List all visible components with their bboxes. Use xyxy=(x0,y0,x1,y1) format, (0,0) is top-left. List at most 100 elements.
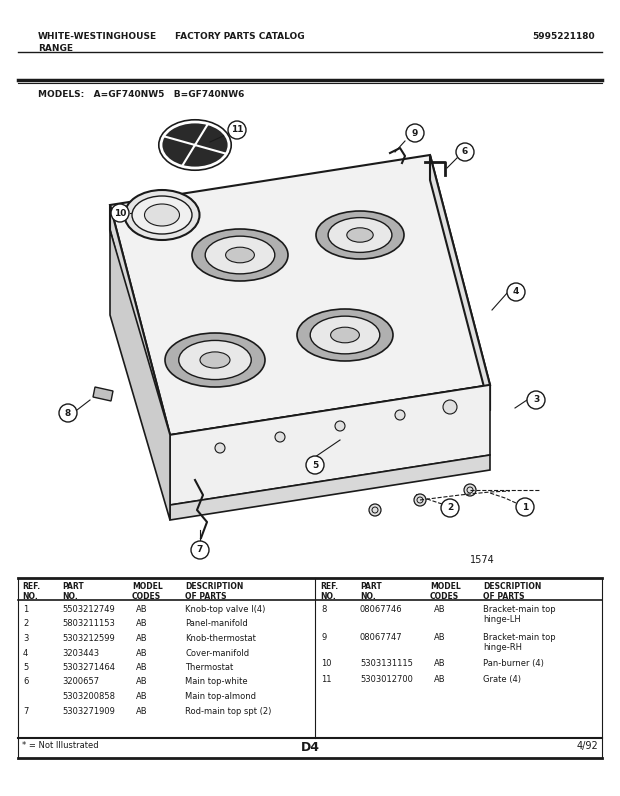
Text: 6: 6 xyxy=(23,677,29,686)
Circle shape xyxy=(464,484,476,496)
Text: AB: AB xyxy=(136,692,148,701)
Circle shape xyxy=(406,124,424,142)
Text: 10: 10 xyxy=(321,659,332,668)
Text: AB: AB xyxy=(136,677,148,686)
Ellipse shape xyxy=(132,196,192,234)
Circle shape xyxy=(275,432,285,442)
Text: AB: AB xyxy=(434,633,446,642)
Text: 3: 3 xyxy=(533,396,539,404)
Ellipse shape xyxy=(200,352,230,368)
Polygon shape xyxy=(93,387,113,401)
Text: 5503212749: 5503212749 xyxy=(62,605,115,614)
Text: 3203443: 3203443 xyxy=(62,649,99,657)
Circle shape xyxy=(507,283,525,301)
Circle shape xyxy=(414,494,426,506)
Text: AB: AB xyxy=(434,659,446,668)
Ellipse shape xyxy=(347,228,373,242)
Text: 11: 11 xyxy=(231,126,243,135)
Text: Bracket-main top: Bracket-main top xyxy=(483,605,556,614)
Text: AB: AB xyxy=(136,634,148,643)
Ellipse shape xyxy=(165,333,265,387)
Ellipse shape xyxy=(159,120,231,170)
Polygon shape xyxy=(110,155,490,435)
Text: 4: 4 xyxy=(513,287,519,296)
Text: 4: 4 xyxy=(23,649,29,657)
Circle shape xyxy=(111,204,129,222)
Text: REF.
NO.: REF. NO. xyxy=(320,582,338,602)
Text: 2: 2 xyxy=(23,619,29,629)
Circle shape xyxy=(441,499,459,517)
Text: DESCRIPTION
OF PARTS: DESCRIPTION OF PARTS xyxy=(185,582,244,602)
Text: 8: 8 xyxy=(321,605,326,614)
Text: 10: 10 xyxy=(114,209,126,217)
Text: 5803211153: 5803211153 xyxy=(62,619,115,629)
Text: MODEL
CODES: MODEL CODES xyxy=(430,582,461,602)
Ellipse shape xyxy=(330,327,360,343)
Text: 1: 1 xyxy=(23,605,29,614)
Ellipse shape xyxy=(179,341,251,380)
Text: 7: 7 xyxy=(197,545,203,555)
Polygon shape xyxy=(430,155,490,410)
Text: AB: AB xyxy=(136,649,148,657)
Circle shape xyxy=(215,443,225,453)
Text: AB: AB xyxy=(136,707,148,716)
Circle shape xyxy=(191,541,209,559)
Text: 5303212599: 5303212599 xyxy=(62,634,115,643)
Text: 4/92: 4/92 xyxy=(576,741,598,751)
Text: PART
NO.: PART NO. xyxy=(62,582,84,602)
Text: PART
NO.: PART NO. xyxy=(360,582,382,602)
Text: 8: 8 xyxy=(65,408,71,417)
Text: 5303271464: 5303271464 xyxy=(62,663,115,672)
Ellipse shape xyxy=(226,248,254,263)
Polygon shape xyxy=(170,385,490,460)
Text: 2: 2 xyxy=(447,504,453,513)
Text: 3: 3 xyxy=(23,634,29,643)
Circle shape xyxy=(516,498,534,516)
Circle shape xyxy=(443,400,457,414)
Text: * = Not Illustrated: * = Not Illustrated xyxy=(22,741,99,750)
Text: Knob-top valve I(4): Knob-top valve I(4) xyxy=(185,605,265,614)
Text: AB: AB xyxy=(136,663,148,672)
Text: 5995221180: 5995221180 xyxy=(533,32,595,41)
Text: Main top-almond: Main top-almond xyxy=(185,692,256,701)
Text: 9: 9 xyxy=(321,633,326,642)
Text: Knob-thermostat: Knob-thermostat xyxy=(185,634,256,643)
Text: 3200657: 3200657 xyxy=(62,677,99,686)
Text: 6: 6 xyxy=(462,147,468,157)
Polygon shape xyxy=(110,205,170,460)
Text: MODELS:   A=GF740NW5   B=GF740NW6: MODELS: A=GF740NW5 B=GF740NW6 xyxy=(38,90,244,99)
Ellipse shape xyxy=(192,229,288,281)
Circle shape xyxy=(369,504,381,516)
Text: AB: AB xyxy=(136,619,148,629)
Ellipse shape xyxy=(316,211,404,259)
Polygon shape xyxy=(110,230,170,520)
Polygon shape xyxy=(170,385,490,505)
Ellipse shape xyxy=(310,316,380,354)
Text: REF.
NO.: REF. NO. xyxy=(22,582,40,602)
Circle shape xyxy=(306,456,324,474)
Text: WHITE-WESTINGHOUSE
RANGE: WHITE-WESTINGHOUSE RANGE xyxy=(38,32,157,53)
Text: hinge-RH: hinge-RH xyxy=(483,643,522,652)
Circle shape xyxy=(335,421,345,431)
Circle shape xyxy=(228,121,246,139)
Text: Cover-manifold: Cover-manifold xyxy=(185,649,249,657)
Text: 7: 7 xyxy=(23,707,29,716)
Polygon shape xyxy=(170,455,490,520)
Text: Thermostat: Thermostat xyxy=(185,663,233,672)
Text: Panel-manifold: Panel-manifold xyxy=(185,619,248,629)
Text: 08067746: 08067746 xyxy=(360,605,402,614)
Text: 11: 11 xyxy=(321,675,332,684)
Circle shape xyxy=(456,143,474,161)
Text: hinge-LH: hinge-LH xyxy=(483,615,521,624)
Text: Grate (4): Grate (4) xyxy=(483,675,521,684)
Text: 1: 1 xyxy=(522,502,528,512)
Text: D4: D4 xyxy=(301,741,319,754)
Text: Main top-white: Main top-white xyxy=(185,677,247,686)
Text: DESCRIPTION
OF PARTS: DESCRIPTION OF PARTS xyxy=(483,582,541,602)
Text: Bracket-main top: Bracket-main top xyxy=(483,633,556,642)
Circle shape xyxy=(59,404,77,422)
Text: AB: AB xyxy=(434,675,446,684)
Ellipse shape xyxy=(297,309,393,361)
Text: MODEL
CODES: MODEL CODES xyxy=(132,582,162,602)
Text: 1574: 1574 xyxy=(470,555,495,565)
